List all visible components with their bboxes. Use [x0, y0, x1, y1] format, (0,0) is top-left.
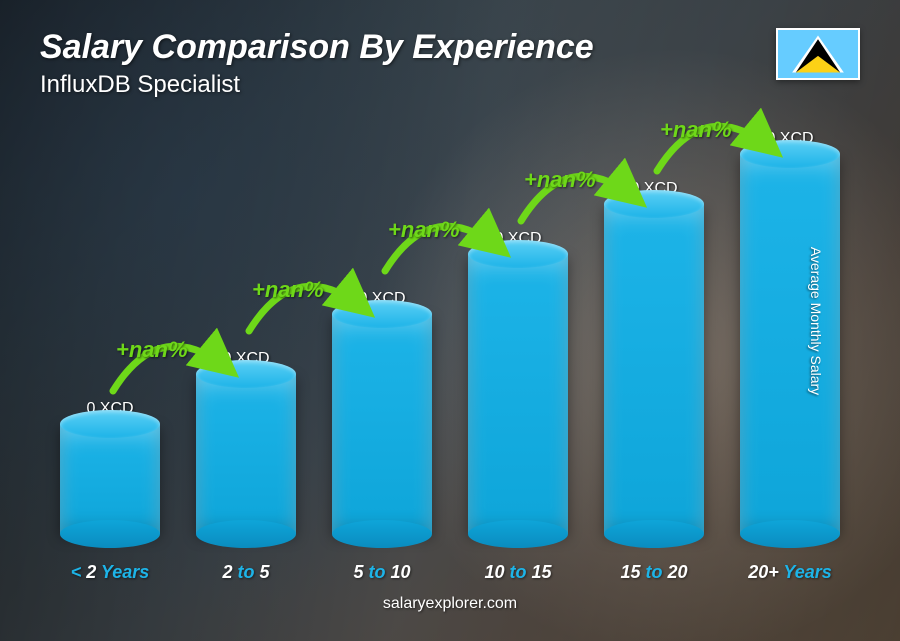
bar: [740, 154, 840, 534]
bar-group: 0 XCD< 2 Years: [50, 400, 170, 583]
chart-title: Salary Comparison By Experience: [40, 28, 594, 67]
bar-group: 0 XCD5 to 10+nan%: [322, 290, 442, 583]
bar-category-label: 20+ Years: [748, 562, 832, 583]
increase-label: +nan%: [524, 167, 596, 193]
bar: [332, 314, 432, 534]
increase-label: +nan%: [116, 337, 188, 363]
increase-label: +nan%: [388, 217, 460, 243]
bar-category-label: 5 to 10: [353, 562, 410, 583]
bar-group: 0 XCD15 to 20+nan%: [594, 180, 714, 583]
increase-label: +nan%: [252, 277, 324, 303]
increase-label: +nan%: [660, 117, 732, 143]
bar: [468, 254, 568, 534]
bar-category-label: 2 to 5: [222, 562, 269, 583]
bar-category-label: < 2 Years: [71, 562, 150, 583]
footer-attribution: salaryexplorer.com: [40, 583, 860, 621]
bar-group: 0 XCD2 to 5+nan%: [186, 350, 306, 583]
country-flag: [776, 28, 860, 80]
bar-group: 0 XCD20+ Years+nan%: [730, 130, 850, 583]
header: Salary Comparison By Experience InfluxDB…: [40, 28, 860, 99]
chart-subtitle: InfluxDB Specialist: [40, 71, 594, 99]
bar: [604, 204, 704, 534]
y-axis-label: Average Monthly Salary: [808, 246, 824, 394]
bar-category-label: 10 to 15: [484, 562, 551, 583]
bar-group: 0 XCD10 to 15+nan%: [458, 230, 578, 583]
chart-area: 0 XCD< 2 Years0 XCD2 to 5+nan%0 XCD5 to …: [40, 119, 860, 583]
title-block: Salary Comparison By Experience InfluxDB…: [40, 28, 594, 99]
bar-category-label: 15 to 20: [620, 562, 687, 583]
chart-container: Salary Comparison By Experience InfluxDB…: [0, 0, 900, 641]
bar: [196, 374, 296, 534]
flag-svg: [778, 30, 858, 78]
bar: [60, 424, 160, 534]
